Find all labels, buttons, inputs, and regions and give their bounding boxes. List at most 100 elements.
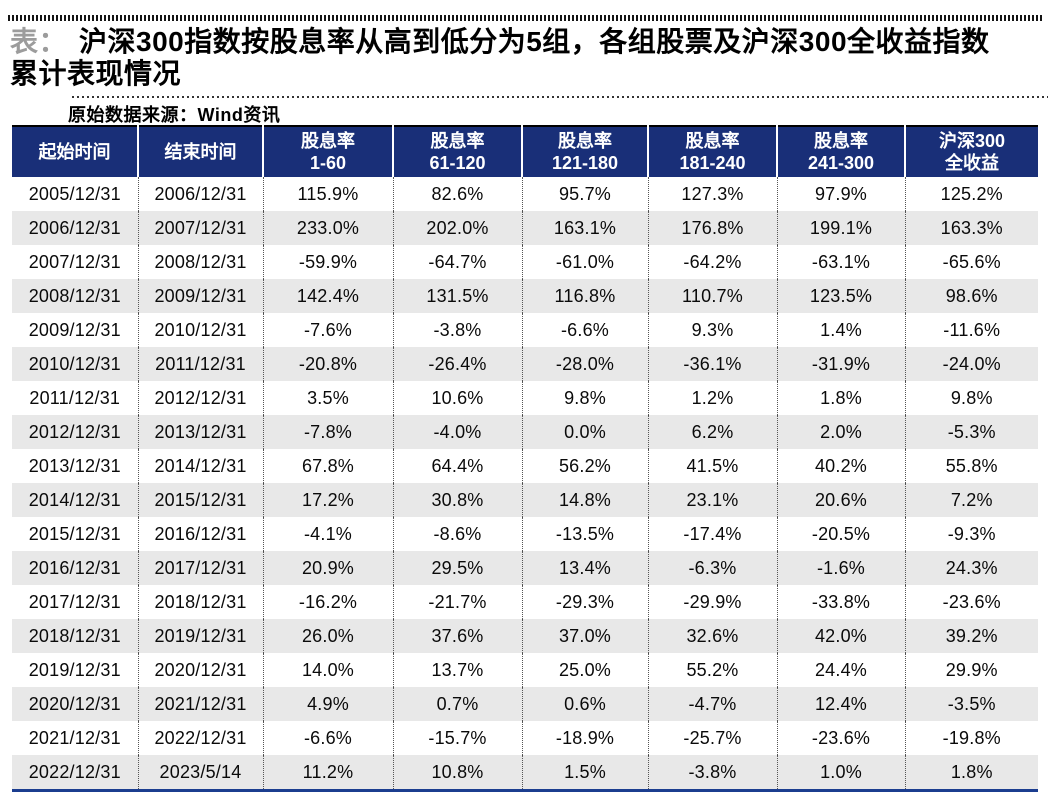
table-cell: 56.2% [521, 449, 648, 483]
table-cell: 25.0% [521, 653, 648, 687]
table-cell: 12.4% [776, 687, 905, 721]
table-row: 2012/12/31 2013/12/31 -7.8% -4.0% 0.0% 6.2% 2.… [12, 415, 1038, 449]
table-cell: -65.6% [904, 245, 1038, 279]
table-cell: 142.4% [262, 279, 393, 313]
table-cell: 2015/12/31 [137, 483, 263, 517]
table-cell: 2011/12/31 [137, 347, 263, 381]
table-cell: 2019/12/31 [28, 659, 121, 680]
table-cell: 2006/12/31 [137, 177, 263, 211]
table-cell: 37.6% [392, 619, 522, 653]
table-cell: -33.8% [776, 585, 905, 619]
table-cell: 0.0% [521, 415, 648, 449]
table-cell: 42.0% [776, 619, 905, 653]
table-cell: 2017/12/31 [28, 591, 121, 612]
figure-title: 表： 沪深300指数按股息率从高到低分为5组，各组股票及沪深300全收益指数 累计表… [10, 26, 1046, 90]
table-cell: -21.7% [392, 585, 522, 619]
table-cell: 2011/12/31 [29, 387, 121, 408]
table-row: 2008/12/31 2009/12/31 142.4% 131.5% 116.8% 11… [12, 279, 1038, 313]
table-cell: 2018/12/31 [137, 585, 263, 619]
table-cell: -63.1% [776, 245, 905, 279]
table-cell: 2008/12/31 [28, 285, 121, 306]
table-cell: 7.2% [904, 483, 1038, 517]
table-cell: 2010/12/31 [28, 353, 121, 374]
table-cell: -4.7% [647, 687, 777, 721]
table-cell: -6.6% [262, 721, 393, 755]
table-cell: 1.8% [904, 755, 1038, 791]
table-row: 2011/12/31 2012/12/31 3.5% 10.6% 9.8% 1.2% 1.8… [12, 381, 1038, 415]
table-cell: 11.2% [262, 755, 393, 791]
table-cell: 0.6% [521, 687, 648, 721]
top-dashed-divider [8, 15, 1042, 21]
table-cell: 6.2% [647, 415, 777, 449]
table-row: 2014/12/31 2015/12/31 17.2% 30.8% 14.8% 23.1%… [12, 483, 1038, 517]
table-cell: 24.3% [904, 551, 1038, 585]
table-cell: -61.0% [521, 245, 648, 279]
table-row: 2016/12/31 2017/12/31 20.9% 29.5% 13.4% -6.3%… [12, 551, 1038, 585]
table-cell: 202.0% [392, 211, 522, 245]
table-cell: -15.7% [392, 721, 522, 755]
table-cell: 67.8% [262, 449, 393, 483]
table-cell: -13.5% [521, 517, 648, 551]
table-cell: 2023/5/14 [137, 755, 263, 791]
table-cell: 2020/12/31 [28, 693, 121, 714]
table-cell: 2019/12/31 [137, 619, 263, 653]
table-cell: -29.3% [521, 585, 648, 619]
table-cell: 2013/12/31 [28, 455, 121, 476]
table-cell: -20.5% [776, 517, 905, 551]
table-cell: 2014/12/31 [28, 489, 121, 510]
title-dotted-divider [72, 96, 1048, 98]
table-cell: 1.5% [521, 755, 648, 791]
table-cell: -6.6% [521, 313, 648, 347]
table-cell: 9.3% [647, 313, 777, 347]
table-cell: -17.4% [647, 517, 777, 551]
table-cell: -31.9% [776, 347, 905, 381]
table-cell: -7.6% [262, 313, 393, 347]
table-cell: -4.1% [262, 517, 393, 551]
table-cell: 55.2% [647, 653, 777, 687]
table-cell: 233.0% [262, 211, 393, 245]
table-cell: 2012/12/31 [137, 381, 263, 415]
table-row: 2009/12/31 2010/12/31 -7.6% -3.8% -6.6% 9.3% 1… [12, 313, 1038, 347]
table-row: 2021/12/31 2022/12/31 -6.6% -15.7% -18.9% -25… [12, 721, 1038, 755]
table-row: 2022/12/31 2023/5/14 11.2% 10.8% 1.5% -3.8% 1.… [12, 755, 1038, 791]
table-cell: 2005/12/31 [28, 183, 121, 204]
table-cell: -11.6% [904, 313, 1038, 347]
table-cell: -59.9% [262, 245, 393, 279]
table-row: 2006/12/31 2007/12/31 233.0% 202.0% 163.1% 17… [12, 211, 1038, 245]
table-cell: 2012/12/31 [28, 421, 121, 442]
table-cell: -26.4% [392, 347, 522, 381]
table-cell: -64.7% [392, 245, 522, 279]
column-header-4: 股息率 121-180 [521, 126, 648, 177]
table-cell: 64.4% [392, 449, 522, 483]
table-cell: -24.0% [904, 347, 1038, 381]
table-cell: 1.8% [776, 381, 905, 415]
table-cell: 1.2% [647, 381, 777, 415]
table-cell: 131.5% [392, 279, 522, 313]
table-cell: 39.2% [904, 619, 1038, 653]
table-cell: -64.2% [647, 245, 777, 279]
table-cell: -20.8% [262, 347, 393, 381]
table-cell: 10.8% [392, 755, 522, 791]
table-cell: -4.0% [392, 415, 522, 449]
table-cell: -8.6% [392, 517, 522, 551]
table-cell: 20.6% [776, 483, 905, 517]
table-cell: 14.8% [521, 483, 648, 517]
table-cell: -18.9% [521, 721, 648, 755]
table-row: 2013/12/31 2014/12/31 67.8% 64.4% 56.2% 41.5%… [12, 449, 1038, 483]
figure-title-line2: 累计表现情况 [10, 58, 182, 89]
table-cell: 2022/12/31 [28, 761, 121, 782]
table-cell: 2008/12/31 [137, 245, 263, 279]
table-body: 2005/12/31 2006/12/31 115.9% 82.6% 95.7% 127.… [12, 177, 1038, 791]
column-header-7: 沪深300 全收益 [904, 126, 1038, 177]
table-cell: 2013/12/31 [137, 415, 263, 449]
data-source-label: 原始数据来源：Wind资讯 [68, 105, 281, 125]
table-cell: 123.5% [776, 279, 905, 313]
table-cell: 23.1% [647, 483, 777, 517]
table-cell: 0.7% [392, 687, 522, 721]
table-row: 2020/12/31 2021/12/31 4.9% 0.7% 0.6% -4.7% 12.… [12, 687, 1038, 721]
table-cell: 24.4% [776, 653, 905, 687]
table-row: 2005/12/31 2006/12/31 115.9% 82.6% 95.7% 127.… [12, 177, 1038, 211]
table-cell: -23.6% [776, 721, 905, 755]
table-cell: -25.7% [647, 721, 777, 755]
table-cell: 2015/12/31 [28, 523, 121, 544]
